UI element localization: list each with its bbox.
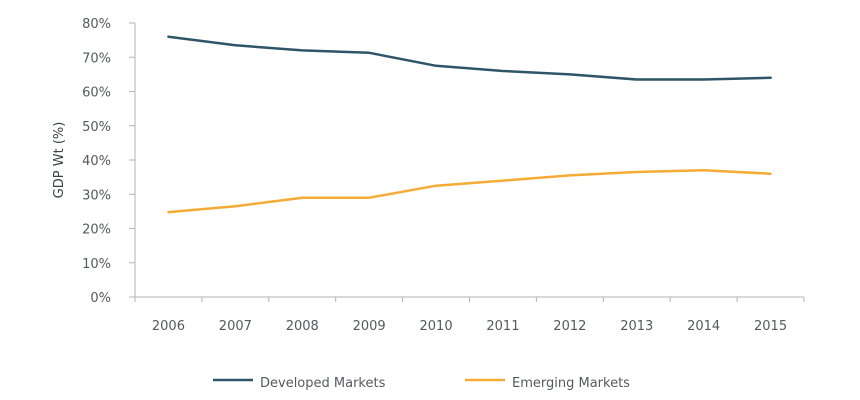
x-tick-label: 2008 xyxy=(286,319,319,334)
x-tick-label: 2010 xyxy=(420,319,453,334)
series-layer xyxy=(167,35,772,214)
y-tick-label: 70% xyxy=(82,51,111,66)
y-axis: 0% 10% 20% 30% 40% 50% 60% 70% 80% xyxy=(82,17,136,306)
series-line-developed-markets xyxy=(167,35,772,81)
y-tick-label: 30% xyxy=(82,188,111,203)
x-tick-label: 2015 xyxy=(754,319,787,334)
x-tick-label: 2009 xyxy=(353,319,386,334)
series-line-emerging-markets xyxy=(167,169,772,214)
y-tick-label: 0% xyxy=(90,291,111,306)
x-tick-label: 2011 xyxy=(486,319,519,334)
y-tick-label: 80% xyxy=(82,17,111,32)
y-tick-label: 20% xyxy=(82,223,111,238)
y-tick-label: 40% xyxy=(82,154,111,169)
x-tick-label: 2012 xyxy=(553,319,586,334)
x-axis: 2006 2007 2008 2009 2010 2011 2012 2013 2014 2015 xyxy=(129,296,805,334)
x-tick-label: 2007 xyxy=(219,319,252,334)
x-tick-label: 2006 xyxy=(152,319,185,334)
y-tick-label: 50% xyxy=(82,120,111,135)
legend-item: Developed Markets xyxy=(213,376,386,391)
y-tick-label: 10% xyxy=(82,257,111,272)
legend-label: Emerging Markets xyxy=(512,376,630,391)
y-tick-label: 60% xyxy=(82,86,111,101)
legend-label: Developed Markets xyxy=(260,376,386,391)
legend: Developed Markets Emerging Markets xyxy=(213,376,630,391)
x-tick-label: 2013 xyxy=(620,319,653,334)
y-axis-title: GDP Wt (%) xyxy=(52,122,67,199)
legend-item: Emerging Markets xyxy=(465,376,630,391)
x-tick-label: 2014 xyxy=(687,319,720,334)
